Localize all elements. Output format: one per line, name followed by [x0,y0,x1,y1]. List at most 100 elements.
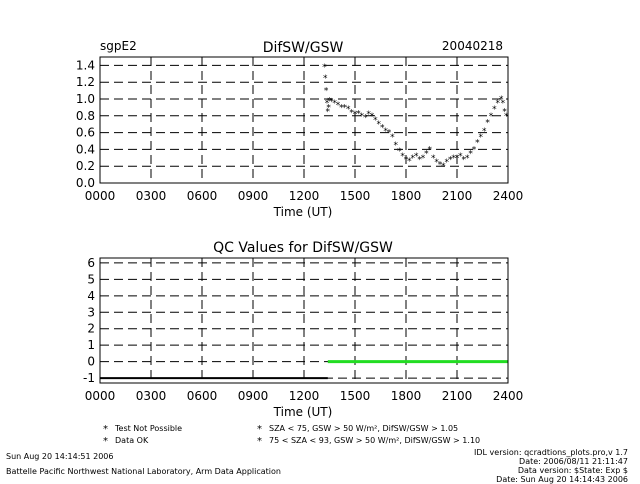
data-point: * [407,157,412,167]
legend-label: Data OK [115,436,149,445]
data-point: * [472,145,477,155]
data-point: * [431,154,436,164]
data-point: * [438,161,443,171]
y-tick-label: 0.0 [76,176,95,190]
x-tick-label: 1800 [391,389,422,403]
grid [100,57,508,184]
data-point: * [468,150,473,160]
y-tick-label: 0.2 [76,159,95,173]
data-point: * [411,154,416,164]
data-point: * [390,133,395,143]
data-point: * [428,145,433,155]
data-point: * [322,63,327,73]
y-tick-label: 5 [87,272,95,286]
x-tick-label: 0900 [238,389,269,403]
difsw-gsw-chart: sgpE2 DifSW/GSW 20040218 ***************… [76,39,523,219]
y-tick-label: -1 [83,371,95,385]
data-point: * [421,154,426,164]
data-point: * [360,112,365,122]
data-point: * [502,108,507,118]
y-tick-label: 3 [87,305,95,319]
data-point: * [324,87,329,97]
data-point: * [346,105,351,115]
site-label: sgpE2 [100,39,137,53]
y-tick-label: 2 [87,322,95,336]
qc-y-ticks: -1 0 1 2 3 4 5 6 [83,256,95,385]
x-tick-label: 2100 [442,389,473,403]
data-point: * [325,99,330,109]
data-point: * [496,99,501,109]
data-point: * [434,158,439,168]
x-tick-label: 0300 [136,189,167,203]
x-tick-label: 0900 [238,189,269,203]
data-point: * [485,119,490,129]
y-tick-label: 0.6 [76,126,95,140]
qc-x-ticks: 0000 0300 0600 0900 1200 1500 1800 2100 2400 [85,389,524,403]
data-point: * [445,158,450,168]
data-point: * [475,139,480,149]
data-point: * [343,103,348,113]
data-point: * [400,152,405,162]
data-point: * [326,108,331,118]
legend-item-test-not-possible: * Test Not Possible [103,424,182,435]
x-tick-label: 0600 [187,189,218,203]
x-tick-label: 0000 [85,189,116,203]
qc-grid [100,258,508,383]
y-tick-label: 1.0 [76,92,95,106]
data-point: * [329,98,334,108]
data-point: * [370,112,375,122]
footer-timestamp: Sun Aug 20 14:14:51 2006 [6,452,114,461]
data-point: * [383,127,388,137]
legend-label: Test Not Possible [114,424,182,433]
data-point: * [327,97,332,107]
data-point: * [387,129,392,139]
legend-symbol: * [257,424,262,435]
data-point: * [465,154,470,164]
data-point: * [489,112,494,122]
x-tick-label: 0000 [85,389,116,403]
data-point: * [356,109,361,119]
qc-values-chart: QC Values for DifSW/GSW -1 0 1 2 3 4 5 6 0000 03… [83,240,523,419]
chart-title: DifSW/GSW [263,40,344,56]
data-point: * [455,154,460,164]
qc-x-axis-label: Time (UT) [273,405,333,419]
x-tick-label: 1200 [289,189,320,203]
data-point: * [380,124,385,134]
legend-label: SZA < 75, GSW > 50 W/m², DifSW/GSW > 1.0… [269,424,458,433]
y-ticks: 0.0 0.2 0.4 0.6 0.8 1.0 1.2 1.4 [76,58,95,190]
data-point: * [323,74,328,84]
source-date: Date: 2006/08/11 21:11:47 [519,457,628,466]
data-point: * [462,155,467,165]
data-point: * [504,112,509,122]
y-tick-label: 0 [87,355,95,369]
data-point: * [353,110,358,120]
y-tick-label: 1.4 [76,58,95,72]
data-points: ****************************************… [322,63,509,172]
footer-version-info: IDL version: qcradtions_plots.pro,v 1.7 … [474,448,628,484]
data-point: * [479,133,484,143]
data-point: * [482,127,487,137]
legend-symbol: * [103,424,108,435]
y-tick-label: 6 [87,256,95,270]
data-point: * [501,99,506,109]
data-version: Data version: $State: Exp $ [517,466,628,475]
plot-frame [99,56,509,184]
x-tick-label: 2100 [442,189,473,203]
x-tick-label: 1800 [391,189,422,203]
legend-symbol: * [103,436,108,447]
x-tick-label: 1500 [340,189,371,203]
data-point: * [373,116,378,126]
y-tick-label: 0.8 [76,109,95,123]
x-tick-label: 2400 [493,189,524,203]
qc-chart-title: QC Values for DifSW/GSW [213,240,393,256]
qc-series [100,360,508,380]
data-point: * [332,99,337,109]
x-axis-label: Time (UT) [273,205,333,219]
footer-lab-credit: Battelle Pacific Northwest National Labo… [6,467,281,476]
data-point: * [448,155,453,165]
x-tick-label: 0300 [136,389,167,403]
data-point: * [499,95,504,105]
data-point: * [492,105,497,115]
legend-item-sza-93: * 75 < SZA < 93, GSW > 50 W/m², DifSW/GS… [257,436,480,447]
